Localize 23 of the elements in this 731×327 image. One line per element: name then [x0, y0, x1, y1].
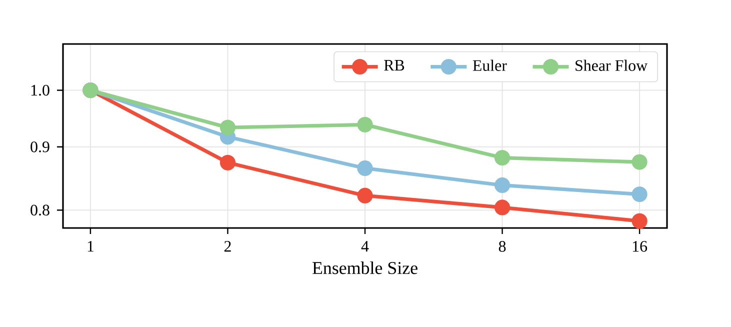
- point: [494, 200, 510, 216]
- x-tick-label: 16: [632, 241, 648, 252]
- point: [220, 154, 236, 170]
- y-tick-label: 1.0: [31, 84, 50, 96]
- point: [357, 160, 373, 176]
- x-tick-label: 4: [361, 241, 369, 252]
- legend-label: Shear Flow: [576, 60, 648, 71]
- y-tick-label: 0.8: [30, 204, 50, 216]
- legend-label: RB: [384, 60, 404, 71]
- x-tick-label: 2: [224, 241, 231, 252]
- x-tick-label: 8: [498, 241, 506, 252]
- y-tick-label: 0.9: [30, 141, 50, 152]
- point: [632, 186, 648, 202]
- point: [632, 213, 648, 229]
- legend-label: Euler: [472, 60, 507, 71]
- point: [494, 150, 510, 166]
- x-tick-label: 1: [88, 241, 94, 252]
- point: [357, 116, 373, 132]
- point: [494, 177, 510, 194]
- point: [632, 154, 648, 170]
- x-axis-title: Ensemble Size: [312, 261, 418, 274]
- point: [357, 188, 373, 204]
- point: [220, 120, 236, 136]
